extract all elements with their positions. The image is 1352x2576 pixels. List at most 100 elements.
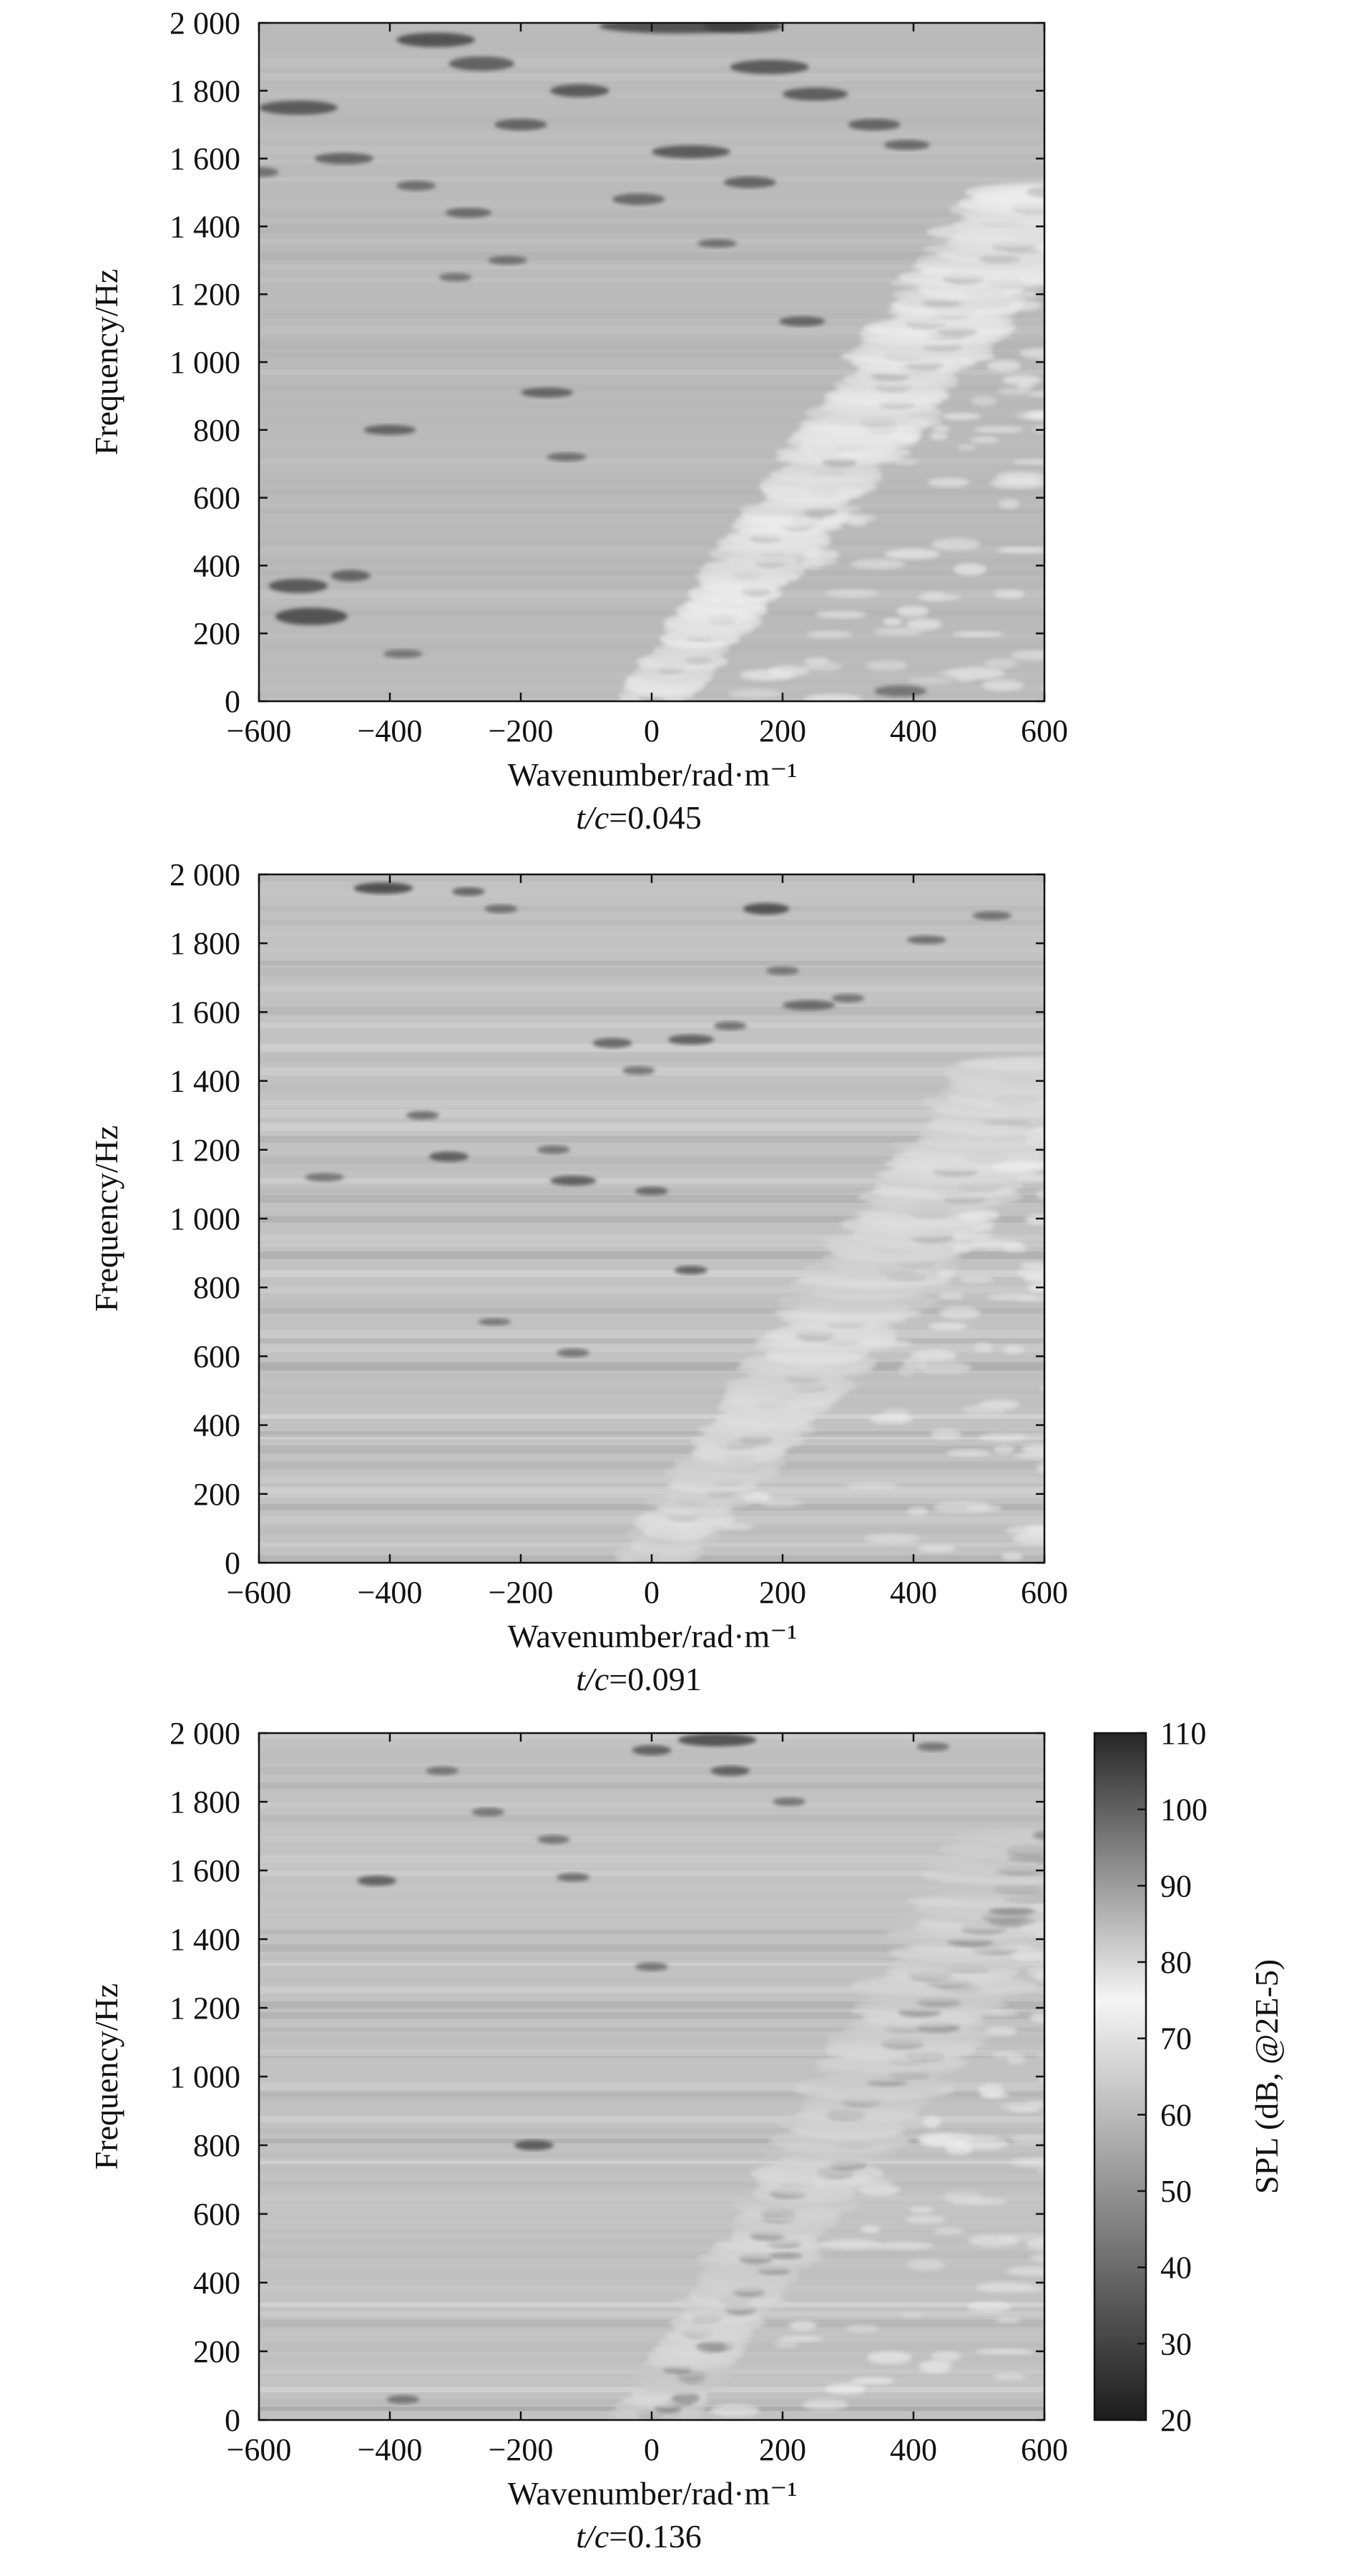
ridge-texture	[846, 1483, 898, 1490]
ridge-texture	[893, 457, 919, 466]
texture-band	[259, 238, 1044, 244]
y-axis-label: Frequency/Hz	[88, 1984, 124, 2170]
ridge-texture	[1036, 1462, 1044, 1474]
texture-band	[259, 1431, 1044, 1438]
ridge-texture	[953, 563, 987, 576]
ridge-texture	[1060, 203, 1099, 209]
texture-band	[259, 1782, 1044, 1790]
spl-spot	[537, 1145, 570, 1154]
ridge-texture	[994, 589, 1025, 599]
ridge-texture	[929, 1322, 968, 1331]
ridge-texture	[1045, 1932, 1091, 1941]
ridge-texture	[999, 1943, 1044, 1951]
ridge-texture	[1036, 243, 1044, 253]
ridge-texture	[1010, 650, 1044, 660]
texture-band	[259, 960, 1044, 966]
ridge-blob	[958, 1056, 1044, 1071]
ridge-texture	[971, 316, 1011, 326]
spl-spot	[428, 1151, 469, 1162]
x-tick-label: 200	[759, 2432, 806, 2467]
ridge-texture	[845, 2178, 893, 2187]
ridge-texture	[930, 1428, 961, 1440]
texture-band	[259, 2001, 1044, 2009]
colorbar-tick-label: 90	[1160, 1868, 1192, 1903]
ridge-texture	[1024, 2100, 1044, 2107]
ridge-texture	[1051, 293, 1069, 301]
x-axis-label: Wavenumber/rad·m⁻¹	[508, 2475, 798, 2512]
ridge-texture	[1016, 2284, 1044, 2293]
panels-group: −600 −400 −200 0 200 400 600 0 200 400 600 800 1 000…	[88, 6, 1111, 2555]
texture-band	[259, 1461, 1044, 1470]
ridge-texture	[908, 677, 954, 685]
ridge-texture	[975, 2348, 1034, 2355]
ridge-texture	[941, 413, 981, 421]
x-tick-label: −400	[358, 1575, 423, 1610]
colorbar-label: SPL (dB, @2E-5)	[1248, 1959, 1285, 2194]
spl-spot	[874, 685, 927, 697]
ridge-texture	[768, 665, 810, 677]
ridge-texture	[802, 2399, 848, 2411]
ridge-texture	[1051, 1264, 1093, 1277]
ridge-texture	[1064, 1131, 1088, 1141]
ridge-texture	[952, 1243, 971, 1252]
texture-band	[259, 2036, 1044, 2044]
texture-band	[259, 1287, 1044, 1293]
ridge-texture	[916, 1361, 972, 1375]
texture-band	[259, 381, 1044, 386]
ridge-texture	[1010, 2157, 1044, 2167]
y-axis-label: Frequency/Hz	[88, 269, 124, 456]
texture-band	[259, 352, 1044, 358]
ridge-texture	[958, 1276, 994, 1284]
y-tick-label: 1 800	[170, 926, 240, 961]
texture-band	[259, 1100, 1044, 1108]
spl-spot	[550, 1176, 597, 1186]
ridge-texture	[1059, 1173, 1082, 1180]
ridge-texture	[966, 1505, 1002, 1512]
spl-spot	[848, 119, 901, 131]
y-tick-label: 2 000	[170, 6, 240, 41]
texture-band	[259, 36, 1044, 45]
texture-band	[259, 1387, 1044, 1395]
texture-band	[259, 2319, 1044, 2328]
y-tick-label: 200	[193, 616, 240, 651]
texture-band	[259, 1476, 1044, 1484]
ridge-texture	[996, 547, 1044, 554]
spl-spot	[314, 152, 374, 165]
colorbar-tick-label: 50	[1160, 2174, 1192, 2209]
texture-band	[259, 2195, 1044, 2201]
ridge-texture	[1054, 1196, 1075, 1209]
texture-band	[259, 633, 1044, 639]
ridge-texture	[1057, 1080, 1108, 1092]
y-tick-label: 400	[193, 1408, 240, 1443]
texture-band	[259, 1251, 1044, 1259]
ridge-texture	[962, 1404, 1008, 1416]
ridge-texture	[1085, 1146, 1107, 1153]
ridge-texture	[1080, 1064, 1111, 1077]
ridge-streak	[1032, 1830, 1044, 1840]
texture-band	[259, 2202, 1044, 2210]
texture-band	[259, 581, 1044, 590]
ridge-texture	[1006, 2266, 1044, 2276]
ridge-texture	[1029, 260, 1044, 270]
ridge-texture	[1047, 1873, 1094, 1883]
spl-spot	[275, 608, 348, 625]
ridge-texture	[1042, 2017, 1044, 2021]
ridge-texture	[1014, 1954, 1044, 1963]
texture-band	[259, 1884, 1044, 1893]
texture-band	[259, 2343, 1044, 2352]
x-tick-label: 0	[644, 713, 660, 748]
ridge-texture	[1017, 1267, 1044, 1279]
ridge-texture	[815, 610, 868, 619]
texture-band	[259, 79, 1044, 85]
spl-spot	[677, 1733, 757, 1747]
ridge-texture	[1027, 1284, 1044, 1293]
texture-band	[259, 1918, 1044, 1926]
ridge-texture	[939, 1307, 981, 1319]
y-tick-label: 1 800	[170, 1785, 240, 1820]
texture-band	[259, 623, 1044, 631]
colorbar-tick-label: 100	[1160, 1792, 1208, 1828]
ridge-texture	[821, 2239, 881, 2250]
ridge-texture	[984, 658, 1017, 669]
ridge-texture	[909, 2207, 934, 2213]
texture-band	[259, 489, 1044, 495]
